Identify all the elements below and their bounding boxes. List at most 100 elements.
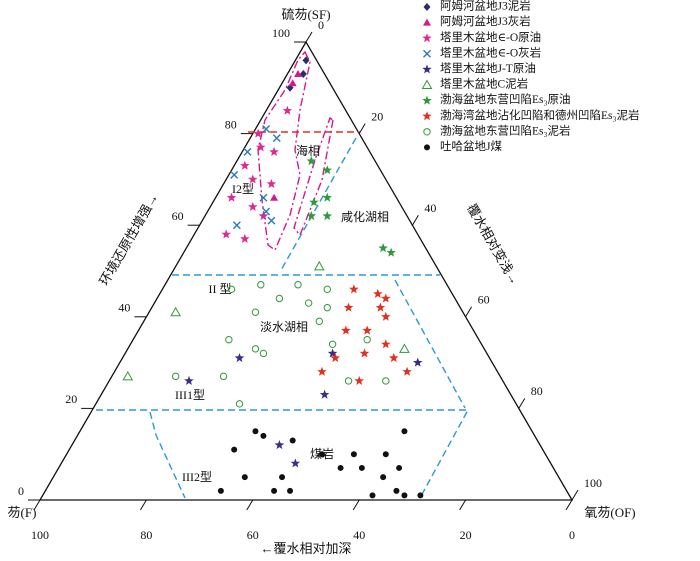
region-label: II 型: [209, 282, 232, 296]
boundary: [394, 279, 466, 409]
legend-label: 渤海盆地东营凹陷Es₃原油: [440, 92, 571, 106]
point: [341, 325, 351, 335]
point: [302, 56, 310, 65]
f-tick-label: 20: [460, 528, 472, 542]
region-label: III2型: [182, 470, 212, 484]
point: [259, 349, 268, 358]
point: [401, 492, 408, 499]
point: [279, 474, 286, 481]
point: [362, 325, 372, 335]
point: [380, 474, 387, 481]
point: [230, 170, 239, 179]
legend-symbol: [422, 64, 432, 74]
legend: 阿姆河盆地J3泥岩阿姆河盆地J3灰岩塔里木盆地∈-O原油塔里木盆地∈-O灰岩塔里…: [421, 0, 640, 153]
region-label: 淡水湖相: [260, 319, 308, 334]
point: [328, 340, 337, 348]
sf-tick-label: 100: [272, 26, 290, 40]
tick-mark: [139, 499, 147, 511]
point: [318, 451, 325, 458]
sf-tick-label: 60: [172, 209, 184, 223]
point: [253, 128, 263, 138]
point: [399, 343, 410, 353]
point: [217, 487, 224, 494]
legend-label: 吐哈盆地J煤: [440, 139, 502, 153]
axis-label: 环境还原性增强→: [96, 190, 161, 288]
legend-symbol: [423, 49, 431, 58]
legend-symbol: [424, 144, 430, 151]
point: [290, 458, 301, 468]
legend-symbol: [422, 111, 432, 121]
point: [381, 293, 391, 303]
point: [389, 353, 399, 363]
tick-mark: [565, 499, 573, 511]
legend-symbol: [423, 128, 431, 136]
point: [266, 179, 277, 188]
legend-label: 塔里木盆地C泥岩: [440, 77, 528, 91]
point: [170, 306, 182, 317]
point: [274, 440, 285, 450]
tick-mark: [518, 398, 526, 409]
point: [289, 437, 296, 444]
point: [373, 288, 383, 298]
point: [375, 302, 386, 312]
point: [267, 216, 276, 225]
point: [363, 336, 371, 344]
of-tick-label: 60: [478, 293, 490, 307]
point: [294, 281, 302, 289]
of-tick-label: 40: [424, 201, 436, 215]
f-tick-label: 40: [353, 528, 365, 542]
legend-label: 塔里木盆地J-T原油: [440, 61, 536, 75]
f-tick-label: 100: [31, 528, 49, 542]
point: [369, 492, 376, 499]
point: [240, 233, 250, 243]
region-label: III1型: [175, 388, 205, 402]
point: [413, 357, 423, 367]
point: [248, 201, 258, 211]
region-label: 咸化湖相: [341, 209, 389, 224]
point: [232, 221, 241, 230]
f-tick-label: 60: [247, 528, 259, 542]
point: [231, 446, 238, 453]
of-tick-label: 80: [531, 384, 543, 398]
point: [241, 474, 248, 481]
point: [227, 285, 236, 294]
point: [317, 366, 327, 376]
point: [315, 317, 323, 326]
point: [350, 451, 357, 458]
point: [343, 302, 354, 312]
point: [313, 260, 325, 271]
point: [271, 487, 278, 494]
region-label: 海相: [296, 143, 320, 158]
point: [382, 451, 389, 458]
vertex-label: 硫芴(SF): [281, 7, 330, 22]
tick-mark: [305, 31, 313, 43]
vertex-label: 芴(F): [8, 505, 37, 520]
point: [240, 160, 250, 170]
point: [219, 372, 228, 381]
point: [382, 377, 390, 385]
legend-label: 塔里木盆地∈-O灰岩: [440, 45, 541, 59]
axis-label: ←覆水相对加深: [260, 541, 351, 556]
point: [287, 487, 294, 494]
data-points: [122, 56, 424, 499]
point: [344, 377, 353, 385]
region-label: I2型: [232, 182, 254, 196]
point: [235, 400, 244, 408]
point: [226, 192, 237, 202]
point: [257, 281, 265, 289]
f-tick-label: 80: [140, 528, 152, 542]
point: [402, 366, 412, 376]
of-tick-label: 100: [584, 476, 602, 490]
point: [417, 492, 424, 499]
legend-label: 塔里木盆地∈-O原油: [440, 30, 541, 44]
legend-symbol: [422, 33, 432, 43]
of-tick-label: 0: [318, 18, 324, 32]
point: [259, 193, 268, 202]
vertex-label: 氧芴(OF): [584, 505, 635, 520]
point: [270, 193, 279, 201]
boundary: [279, 137, 357, 273]
point: [258, 211, 269, 221]
point: [251, 308, 260, 316]
tick-mark: [465, 306, 473, 318]
